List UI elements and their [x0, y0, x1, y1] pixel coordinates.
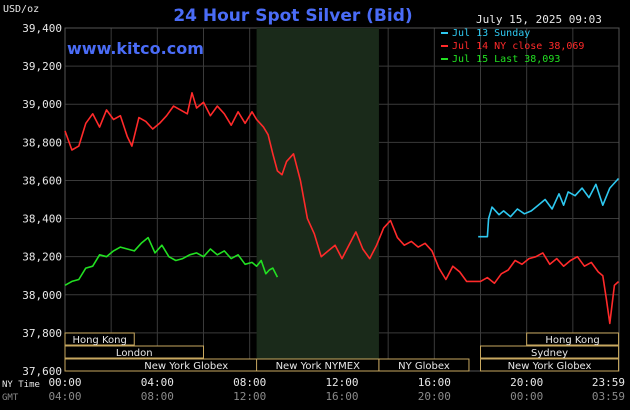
session-box: London [64, 345, 204, 359]
session-label: New York Globex [508, 361, 592, 372]
y-tick-label: 39,400 [22, 22, 62, 35]
legend-entry: Jul 14 NY close 38,069 [452, 41, 584, 52]
legend-swatch [441, 45, 448, 47]
session-box-frame [480, 358, 620, 372]
session-box: New York NYMEX [256, 358, 380, 372]
session-box: New York Globex [480, 358, 620, 372]
y-tick-label: 38,000 [22, 289, 62, 302]
session-box-frame [64, 332, 135, 346]
session-label: Hong Kong [72, 335, 126, 346]
x-tick-label-ny: 08:00 [233, 376, 266, 389]
session-label: London [116, 348, 153, 359]
session-label: Sydney [531, 348, 568, 359]
x-tick-label-ny: 16:00 [418, 376, 451, 389]
chart-title: 24 Hour Spot Silver (Bid) [173, 6, 412, 26]
x-tick-label-gmt: 04:00 [48, 390, 81, 403]
session-box: Sydney [480, 345, 620, 359]
session-box-frame [526, 332, 620, 346]
session-label: New York NYMEX [276, 361, 361, 372]
session-box: Hong Kong [526, 332, 620, 346]
y-tick-label: 38,600 [22, 174, 62, 187]
x-tick-label-ny: 23:59 [592, 376, 625, 389]
session-box-frame [64, 345, 204, 359]
y-tick-label: 37,800 [22, 327, 62, 340]
series-layer [64, 92, 620, 325]
y-tick-label: 39,000 [22, 98, 62, 111]
series-line-2 [64, 92, 620, 325]
session-box: NY Globex [378, 358, 470, 372]
x-tick-label-gmt: 03:59 [592, 390, 625, 403]
closed-band-layer [256, 28, 379, 371]
session-box-frame [480, 345, 620, 359]
website-link[interactable]: www.kitco.com [67, 39, 204, 58]
axis-layer: 39,400 39,200 39,000 38,800 38,600 38,400 38,2… [2, 22, 625, 403]
timestamp: July 15, 2025 09:03 [476, 13, 602, 26]
x-tick-label-ny: 04:00 [141, 376, 174, 389]
y-tick-label: 38,400 [22, 213, 62, 226]
y-axis-unit-label: USD/oz [3, 4, 39, 15]
legend: Jul 13 Sunday Jul 14 NY close 38,069 Jul 1… [441, 28, 584, 65]
legend-swatch [441, 58, 448, 60]
session-box-frame [378, 358, 470, 372]
y-tick-label: 38,200 [22, 251, 62, 264]
x-tick-label-ny: 00:00 [48, 376, 81, 389]
x-tick-label-gmt: 12:00 [233, 390, 266, 403]
legend-swatch [441, 32, 448, 34]
session-box: Hong Kong [64, 332, 135, 346]
y-tick-label: 38,800 [22, 136, 62, 149]
x-tick-label-gmt: 16:00 [325, 390, 358, 403]
session-layer: Hong Kong London New York Globex New York N… [64, 332, 620, 372]
x-tick-label-ny: 20:00 [510, 376, 543, 389]
session-label: New York Globex [144, 361, 228, 372]
series-line-1 [478, 177, 620, 238]
closed-market-band [256, 28, 379, 371]
x-tick-label-ny: 12:00 [325, 376, 358, 389]
session-label: NY Globex [398, 361, 450, 372]
y-tick-label: 39,200 [22, 60, 62, 73]
legend-entry: Jul 13 Sunday [452, 28, 530, 39]
session-label: Hong Kong [545, 335, 599, 346]
series-line-3 [64, 236, 279, 286]
gmt-row-label: GMT [2, 393, 19, 403]
x-tick-label-gmt: 08:00 [141, 390, 174, 403]
x-tick-label-gmt: 20:00 [418, 390, 451, 403]
x-tick-label-gmt: 00:00 [510, 390, 543, 403]
ny-time-row-label: NY Time [2, 380, 40, 390]
y-tick-label: 37,600 [22, 365, 62, 378]
legend-entry: Jul 15 Last 38,093 [452, 54, 560, 65]
